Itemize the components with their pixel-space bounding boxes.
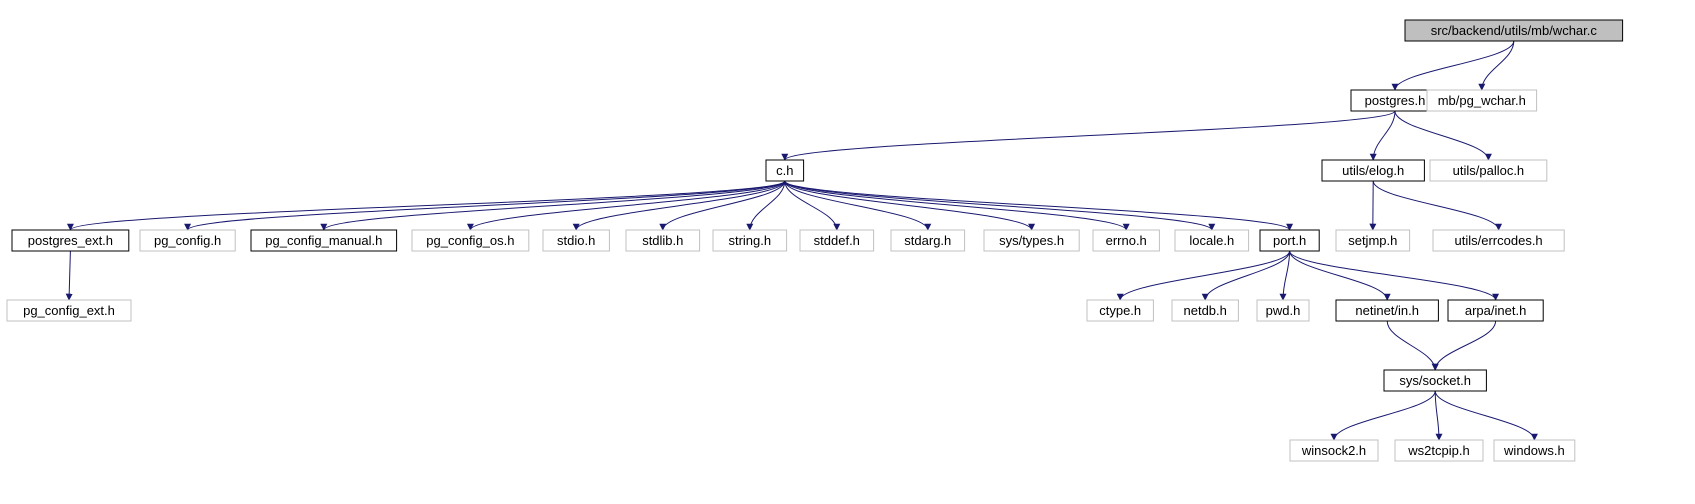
node-label-c_h: c.h [776, 163, 793, 178]
node-label-pg_config: pg_config.h [154, 233, 221, 248]
node-label-postgres_ext: postgres_ext.h [28, 233, 113, 248]
node-root[interactable]: src/backend/utils/mb/wchar.c [1405, 20, 1623, 41]
node-netdb_h[interactable]: netdb.h [1172, 300, 1238, 321]
node-sys_types[interactable]: sys/types.h [984, 230, 1079, 251]
dependency-graph: src/backend/utils/mb/wchar.c postgres.h mb… [0, 0, 1695, 504]
node-c_h[interactable]: c.h [766, 160, 804, 181]
edge-port_h-netinet_in [1290, 251, 1388, 300]
node-pg_config[interactable]: pg_config.h [140, 230, 235, 251]
node-label-errno_h: errno.h [1106, 233, 1147, 248]
node-errno_h[interactable]: errno.h [1093, 230, 1159, 251]
node-ctype_h[interactable]: ctype.h [1087, 300, 1153, 321]
node-locale_h[interactable]: locale.h [1175, 230, 1249, 251]
node-label-pg_wchar_h: mb/pg_wchar.h [1438, 93, 1526, 108]
node-label-stdio_h: stdio.h [557, 233, 595, 248]
node-label-port_h: port.h [1273, 233, 1306, 248]
edge-root-postgres_h [1395, 41, 1514, 90]
node-label-string_h: string.h [728, 233, 771, 248]
node-label-stddef_h: stddef.h [814, 233, 860, 248]
node-label-root: src/backend/utils/mb/wchar.c [1431, 23, 1598, 38]
node-label-netinet_in: netinet/in.h [1355, 303, 1419, 318]
node-label-windows_h: windows.h [1503, 443, 1565, 458]
node-label-utils_palloc: utils/palloc.h [1453, 163, 1525, 178]
node-label-stdarg_h: stdarg.h [904, 233, 951, 248]
node-label-pwd_h: pwd.h [1266, 303, 1301, 318]
node-pg_config_ext[interactable]: pg_config_ext.h [7, 300, 131, 321]
edge-c_h-port_h [785, 181, 1290, 230]
node-label-pg_config_man: pg_config_manual.h [265, 233, 382, 248]
node-stddef_h[interactable]: stddef.h [800, 230, 874, 251]
edge-root-pg_wchar_h [1482, 41, 1514, 90]
node-pg_config_os[interactable]: pg_config_os.h [412, 230, 529, 251]
node-label-setjmp_h: setjmp.h [1348, 233, 1397, 248]
node-label-pg_config_os: pg_config_os.h [426, 233, 514, 248]
node-windows_h[interactable]: windows.h [1494, 440, 1575, 461]
node-stdio_h[interactable]: stdio.h [543, 230, 609, 251]
edge-netinet_in-sys_socket [1387, 321, 1435, 370]
edge-c_h-locale_h [785, 181, 1212, 230]
node-label-winsock2: winsock2.h [1301, 443, 1366, 458]
edge-postgres_h-c_h [785, 111, 1395, 160]
edge-sys_socket-windows_h [1435, 391, 1534, 440]
edge-postgres_ext-pg_config_ext [69, 251, 70, 300]
node-winsock2[interactable]: winsock2.h [1290, 440, 1378, 461]
node-stdarg_h[interactable]: stdarg.h [891, 230, 965, 251]
node-arpa_inet[interactable]: arpa/inet.h [1448, 300, 1543, 321]
edge-sys_socket-winsock2 [1334, 391, 1435, 440]
node-label-utils_elog: utils/elog.h [1342, 163, 1404, 178]
edge-sys_socket-ws2tcpip [1435, 391, 1439, 440]
node-label-postgres_h: postgres.h [1365, 93, 1426, 108]
node-label-netdb_h: netdb.h [1184, 303, 1227, 318]
node-pg_wchar_h[interactable]: mb/pg_wchar.h [1427, 90, 1537, 111]
node-netinet_in[interactable]: netinet/in.h [1336, 300, 1438, 321]
node-label-pg_config_ext: pg_config_ext.h [23, 303, 115, 318]
node-pg_config_man[interactable]: pg_config_manual.h [251, 230, 397, 251]
node-ws2tcpip[interactable]: ws2tcpip.h [1395, 440, 1483, 461]
node-label-ctype_h: ctype.h [1099, 303, 1141, 318]
edge-c_h-errno_h [785, 181, 1126, 230]
edge-port_h-netdb_h [1205, 251, 1289, 300]
edge-port_h-arpa_inet [1290, 251, 1496, 300]
edge-c_h-pg_config_os [470, 181, 784, 230]
edge-c_h-pg_config_man [324, 181, 785, 230]
edge-postgres_h-utils_palloc [1395, 111, 1488, 160]
node-stdlib_h[interactable]: stdlib.h [626, 230, 700, 251]
node-pwd_h[interactable]: pwd.h [1257, 300, 1309, 321]
node-string_h[interactable]: string.h [713, 230, 787, 251]
edge-port_h-ctype_h [1120, 251, 1289, 300]
node-sys_socket[interactable]: sys/socket.h [1384, 370, 1486, 391]
node-setjmp_h[interactable]: setjmp.h [1336, 230, 1410, 251]
node-postgres_ext[interactable]: postgres_ext.h [12, 230, 129, 251]
node-postgres_h[interactable]: postgres.h [1351, 90, 1439, 111]
node-port_h[interactable]: port.h [1260, 230, 1319, 251]
nodes-layer: src/backend/utils/mb/wchar.c postgres.h mb… [7, 20, 1623, 461]
edge-port_h-pwd_h [1283, 251, 1290, 300]
node-label-ws2tcpip: ws2tcpip.h [1407, 443, 1469, 458]
edge-utils_elog-utils_errcodes [1373, 181, 1498, 230]
edge-postgres_h-utils_elog [1373, 111, 1395, 160]
node-label-locale_h: locale.h [1189, 233, 1234, 248]
node-label-stdlib_h: stdlib.h [642, 233, 683, 248]
edge-arpa_inet-sys_socket [1435, 321, 1495, 370]
node-utils_errcodes[interactable]: utils/errcodes.h [1433, 230, 1564, 251]
node-label-sys_socket: sys/socket.h [1399, 373, 1471, 388]
node-label-arpa_inet: arpa/inet.h [1465, 303, 1526, 318]
node-utils_elog[interactable]: utils/elog.h [1322, 160, 1424, 181]
node-utils_palloc[interactable]: utils/palloc.h [1430, 160, 1547, 181]
node-label-sys_types: sys/types.h [999, 233, 1064, 248]
node-label-utils_errcodes: utils/errcodes.h [1455, 233, 1543, 248]
